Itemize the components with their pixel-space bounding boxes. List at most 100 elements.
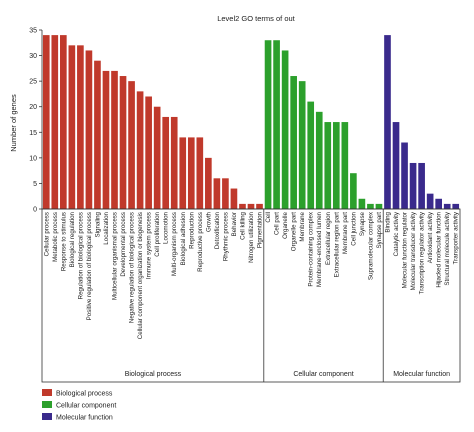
- y-axis: 0 5 10 15 20 25 30 35: [29, 28, 43, 214]
- category-label: Synapse part: [376, 212, 383, 249]
- bar: [256, 203, 263, 209]
- bar: [375, 203, 383, 209]
- category-label: Organelle part: [291, 212, 298, 251]
- bar: [264, 40, 272, 210]
- category-label: Hijacked molecular function: [436, 211, 443, 287]
- bars: [42, 35, 460, 210]
- bar: [111, 70, 118, 209]
- label-box: [41, 208, 461, 383]
- y-tick-label: 15: [29, 130, 37, 137]
- category-label: Rhythmic process: [222, 212, 229, 261]
- bar: [409, 162, 417, 209]
- group-label: Biological process: [125, 371, 182, 378]
- category-label: Cell killing: [239, 211, 246, 239]
- group-label: Molecular function: [393, 371, 450, 378]
- bar: [170, 116, 178, 209]
- bar: [239, 203, 246, 209]
- y-tick-label: 0: [33, 207, 37, 214]
- bar: [298, 81, 306, 209]
- category-label: Antioxidant activity: [427, 211, 434, 263]
- bar: [145, 96, 152, 209]
- category-label: Structural molecule activity: [444, 211, 451, 285]
- bar: [290, 76, 297, 209]
- legend-swatch: [42, 389, 52, 396]
- bar: [94, 60, 101, 209]
- category-label: Supramolecular complex: [367, 211, 374, 280]
- bar: [315, 111, 323, 209]
- category-label: Developmental process: [120, 212, 127, 277]
- bar: [60, 35, 67, 209]
- category-label: Reproductive process: [197, 212, 204, 272]
- bar: [102, 70, 110, 209]
- bar: [222, 178, 229, 209]
- category-label: Signaling: [94, 211, 101, 237]
- category-label: Localization: [103, 211, 110, 244]
- bar: [401, 142, 408, 209]
- category-label: Synapse: [359, 211, 366, 236]
- category-label: Detoxification: [214, 211, 221, 249]
- y-axis-label: Number of genes: [9, 94, 18, 152]
- category-label: Cell junction: [350, 211, 357, 245]
- bar: [51, 35, 59, 209]
- category-label: Cellular process: [43, 212, 50, 256]
- bar: [273, 40, 280, 210]
- category-label: Pigmentation: [257, 211, 264, 248]
- category-label: Cell: [265, 212, 272, 223]
- category-label: Growth: [205, 211, 212, 232]
- category-label: Extracellular region: [325, 211, 332, 265]
- category-label: Metabolic process: [52, 212, 59, 262]
- category-label: Molecular function regulator: [402, 212, 409, 288]
- y-tick-label: 5: [33, 181, 37, 188]
- category-label: Nitrogen utilization: [248, 211, 255, 262]
- category-label: Negative regulation of biological proces…: [129, 212, 136, 323]
- category-label: Membrane-enclosed lumen: [316, 211, 323, 287]
- legend-swatch: [42, 413, 52, 420]
- bar: [77, 45, 84, 210]
- category-label: Membrane: [299, 211, 306, 241]
- bar: [119, 76, 127, 209]
- category-label: Multi-organism process: [171, 212, 178, 276]
- category-label: Behavior: [231, 212, 238, 236]
- y-tick-label: 10: [29, 155, 37, 162]
- category-label: Transporter activity: [453, 211, 460, 264]
- bar: [230, 188, 238, 209]
- legend-swatch: [42, 401, 52, 408]
- bar: [443, 203, 451, 209]
- category-label: Molecular transducer activity: [410, 211, 417, 290]
- category-label: Cell proliferation: [154, 211, 161, 256]
- category-label: Binding: [384, 211, 391, 232]
- category-label: Extracellular region part: [333, 212, 340, 278]
- bar: [162, 116, 170, 209]
- legend-label: Molecular function: [56, 415, 113, 422]
- category-label: Locomotion: [163, 211, 170, 244]
- category-label: Membrane part: [342, 212, 349, 254]
- bar: [196, 137, 204, 209]
- bar: [281, 50, 289, 210]
- category-label: Organelle: [282, 211, 289, 238]
- group-box: Biological process Cellular component Mole…: [41, 208, 461, 383]
- bar: [247, 203, 255, 209]
- y-tick-label: 35: [29, 28, 37, 35]
- bar: [85, 50, 93, 210]
- bar: [213, 178, 221, 209]
- y-tick-label: 30: [29, 53, 37, 60]
- bar: [136, 91, 144, 209]
- legend: Biological process Cellular component Mole…: [42, 389, 116, 422]
- bar: [435, 198, 442, 209]
- legend-label: Biological process: [56, 391, 113, 398]
- category-label: Cell part: [274, 212, 281, 235]
- category-label: Reproduction: [188, 211, 195, 248]
- category-label: Multicellular organismal process: [112, 212, 119, 300]
- bar: [426, 193, 434, 209]
- bar: [384, 35, 391, 209]
- category-label: Biological adhesion: [180, 211, 187, 265]
- group-label: Cellular component: [293, 371, 353, 378]
- bar: [350, 173, 357, 209]
- category-label: Response to stimulus: [60, 212, 67, 271]
- bar: [392, 122, 400, 209]
- bar: [367, 203, 374, 209]
- category-labels: Cellular process Metabolic process Respons…: [43, 211, 459, 339]
- bar: [187, 137, 195, 209]
- chart-title: Level2 GO terms of out: [217, 14, 295, 23]
